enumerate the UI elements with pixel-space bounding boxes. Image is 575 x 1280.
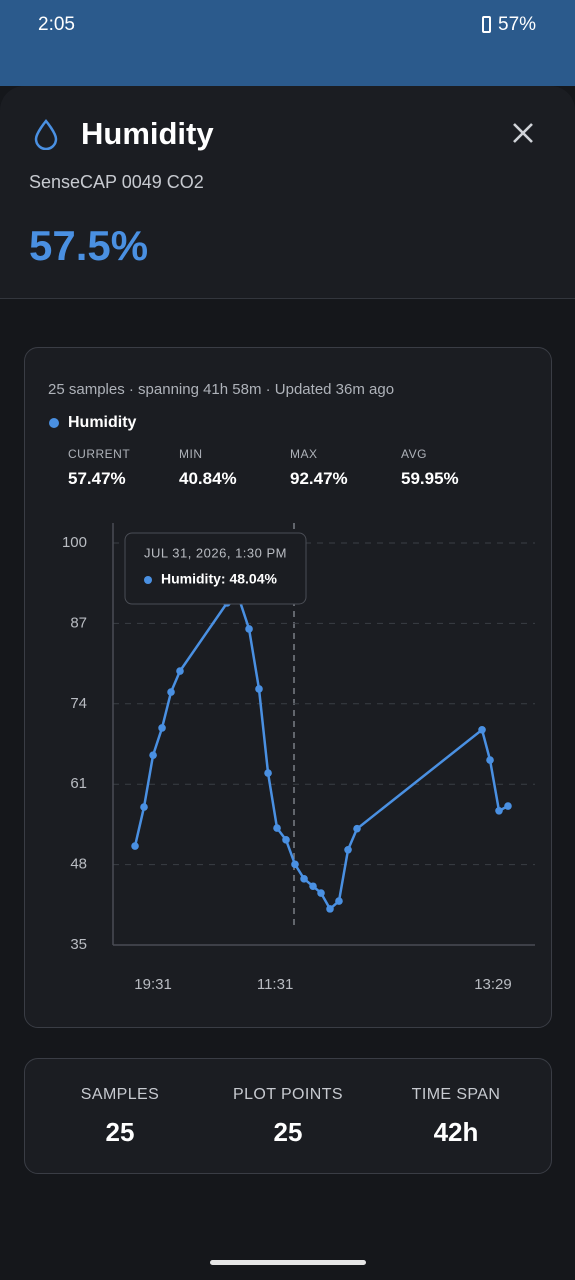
- stat-value: 57.47%: [68, 469, 126, 488]
- drop-icon: [34, 119, 58, 150]
- footer-label: TIME SPAN: [411, 1086, 501, 1103]
- stat-label: MAX: [290, 447, 318, 461]
- clock: 2:05: [38, 14, 75, 35]
- close-button[interactable]: [512, 122, 534, 144]
- sheet-header: Humidity SenseCAP 0049 CO2 57.5%: [0, 86, 575, 299]
- stat-label: CURRENT: [68, 447, 131, 461]
- footer-value: 25: [273, 1117, 303, 1147]
- footer-value: 25: [105, 1117, 135, 1147]
- summary: 25 samples · spanning 41h 58m · Updated …: [48, 381, 395, 398]
- footer-label: SAMPLES: [80, 1086, 160, 1103]
- stat-label: MIN: [179, 447, 203, 461]
- chart-card: 25 samples · spanning 41h 58m · Updated …: [24, 347, 552, 1028]
- footer-label: PLOT POINTS: [233, 1086, 343, 1103]
- battery-icon: [482, 16, 491, 33]
- stat-value: 59.95%: [401, 469, 459, 488]
- current-value: 57.5%: [29, 222, 149, 269]
- title: Humidity: [81, 116, 214, 151]
- home-indicator: [210, 1260, 366, 1265]
- legend-label[interactable]: Humidity: [68, 414, 137, 431]
- stat-label: AVG: [401, 447, 427, 461]
- stat-value: 92.47%: [290, 469, 348, 488]
- footer-card: SAMPLES 25 PLOT POINTS 25 TIME SPAN 42h: [24, 1058, 552, 1174]
- subtitle: SenseCAP 0049 CO2: [29, 172, 204, 192]
- stat-value: 40.84%: [179, 469, 237, 488]
- footer-value: 42h: [433, 1117, 479, 1147]
- status-bar: 2:05 57%: [0, 0, 575, 86]
- battery-level: 57%: [498, 14, 537, 35]
- legend-swatch: [49, 418, 59, 428]
